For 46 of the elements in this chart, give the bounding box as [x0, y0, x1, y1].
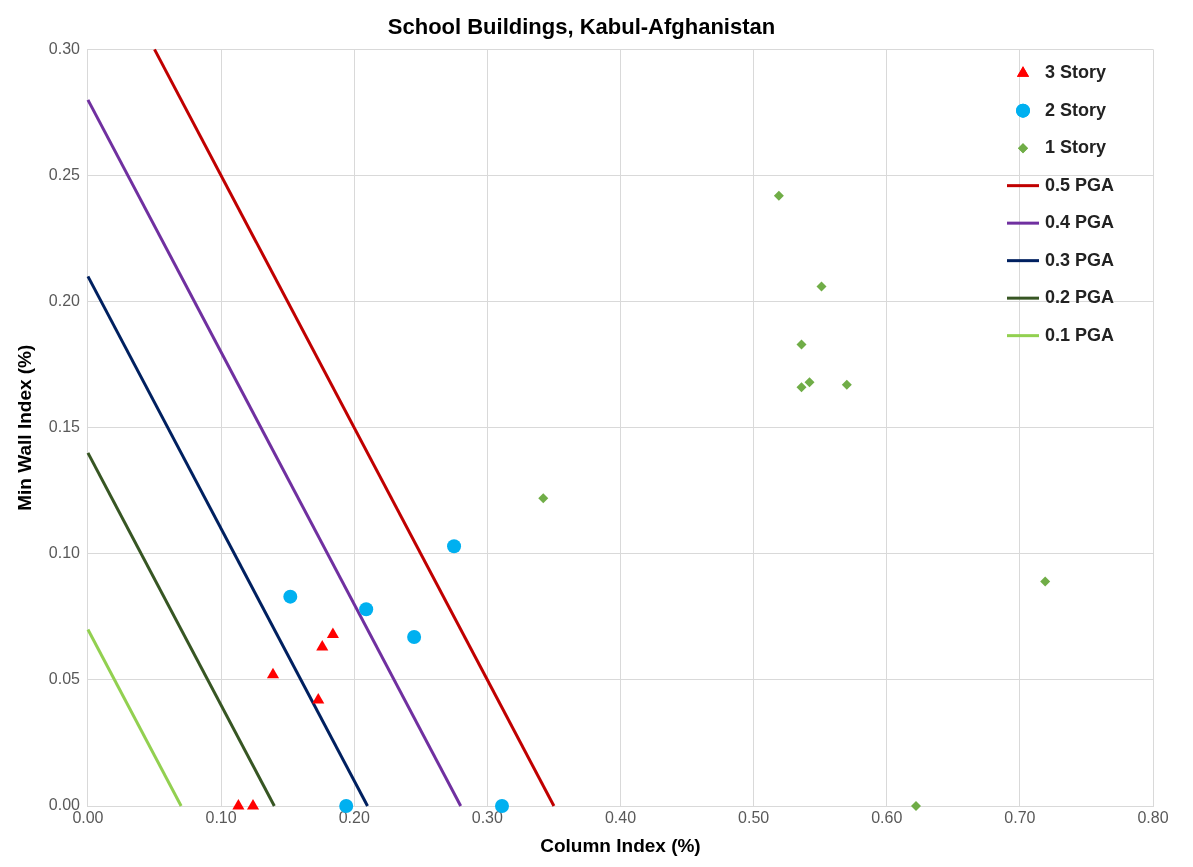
point	[911, 801, 922, 811]
point	[796, 382, 807, 393]
point	[1040, 576, 1051, 587]
legend-label: 2 Story	[1045, 99, 1107, 120]
legend-label: 0.2 PGA	[1045, 287, 1115, 308]
legend-label: 0.4 PGA	[1045, 212, 1115, 233]
x-tick-label: 0.10	[205, 809, 237, 827]
point	[312, 693, 325, 704]
x-tick-label: 0.40	[604, 809, 637, 827]
point	[246, 799, 260, 810]
point	[841, 379, 852, 390]
x-tick-label: 0.50	[738, 809, 770, 827]
y-tick-label: 0.05	[48, 670, 81, 688]
point	[326, 627, 339, 638]
point	[232, 799, 245, 810]
legend-label: 0.5 PGA	[1045, 174, 1115, 195]
x-tick-label: 0.00	[72, 809, 104, 827]
point	[447, 539, 462, 554]
point	[804, 377, 815, 388]
y-tick-label: 0.25	[48, 165, 81, 183]
point	[407, 630, 422, 645]
legend-label: 1 Story	[1045, 137, 1107, 158]
legend-label: 3 Story	[1045, 62, 1107, 83]
y-tick-label: 0.15	[48, 418, 81, 436]
y-axis-title: Min Wall Index (%)	[13, 344, 35, 511]
x-axis-title: Column Index (%)	[540, 834, 701, 856]
x-tick-label: 0.20	[338, 809, 370, 827]
point	[773, 190, 784, 201]
point	[796, 339, 807, 350]
legend-label: 0.1 PGA	[1045, 324, 1115, 345]
x-tick-label: 0.80	[1137, 809, 1169, 827]
point	[538, 493, 549, 504]
y-tick-label: 0.30	[48, 39, 81, 57]
x-tick-label: 0.30	[471, 809, 504, 827]
point	[816, 281, 827, 292]
legend-label: 0.3 PGA	[1045, 249, 1115, 270]
x-tick-label: 0.60	[871, 809, 903, 827]
point	[494, 799, 509, 813]
point	[266, 667, 280, 679]
point	[359, 602, 374, 617]
x-tick-label: 0.70	[1004, 809, 1036, 827]
y-tick-label: 0.20	[48, 292, 81, 310]
point	[316, 640, 329, 651]
chart-title: School Buildings, Kabul-Afghanistan	[387, 14, 776, 40]
y-tick-label: 0.10	[48, 544, 81, 562]
point	[283, 589, 298, 604]
